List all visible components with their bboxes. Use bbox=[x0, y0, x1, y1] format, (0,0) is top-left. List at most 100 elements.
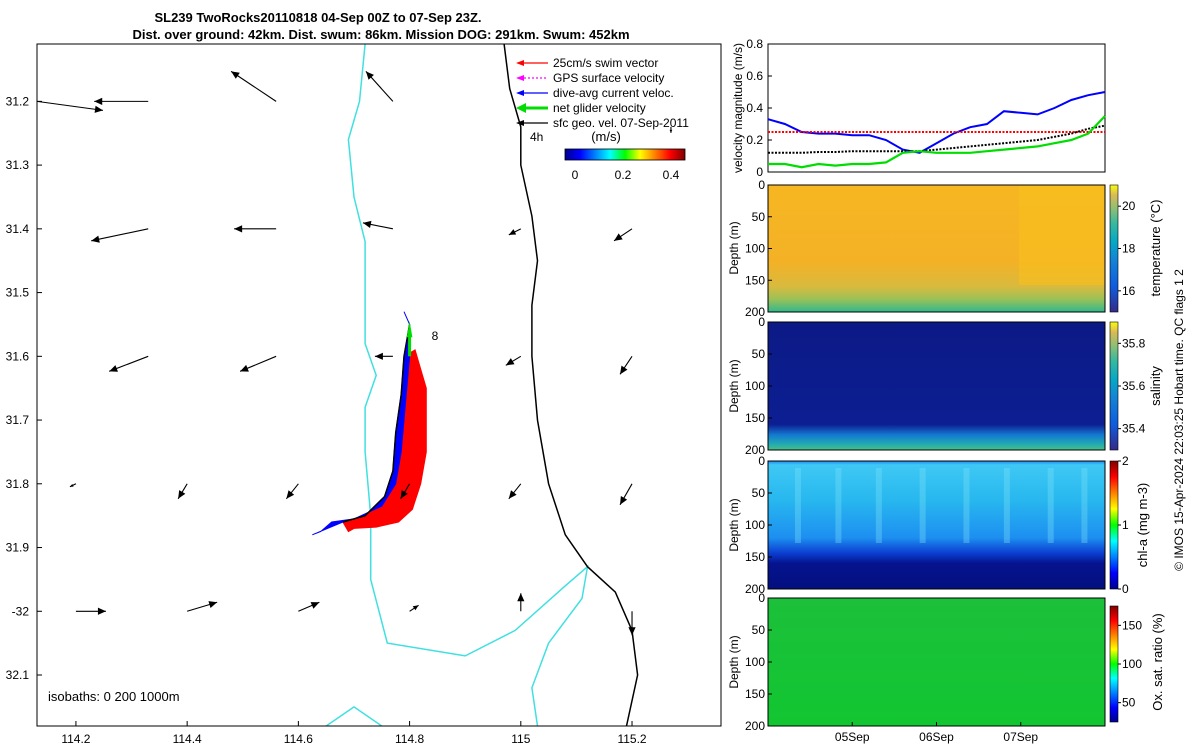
surface-vector bbox=[619, 356, 633, 375]
salinity-ylabel: Depth (m) bbox=[727, 359, 741, 412]
surface-vector bbox=[365, 70, 394, 102]
surface-vector bbox=[505, 355, 522, 366]
section-ytick-label: 0 bbox=[758, 178, 765, 192]
chl-streak bbox=[794, 468, 801, 543]
colorbar-unit-label: (m/s) bbox=[591, 129, 621, 144]
section-xtick-label: 06Sep bbox=[919, 730, 954, 744]
surface-vector bbox=[508, 228, 522, 236]
surface-vector-head bbox=[374, 352, 383, 360]
section-colorbar-tick-label: 100 bbox=[1122, 657, 1142, 671]
surface-vector bbox=[75, 607, 106, 615]
section-colorbar-tick-label: 2 bbox=[1122, 454, 1129, 468]
surface-vector-head bbox=[69, 483, 74, 487]
chl-streak bbox=[963, 468, 970, 543]
surface-vector-head bbox=[628, 627, 636, 636]
section-ytick-label: 100 bbox=[745, 518, 765, 532]
isobath-line-south bbox=[325, 705, 383, 726]
salinity-panel: Depth (m) salinity bbox=[727, 321, 1163, 451]
map-ytick-label: 31.3 bbox=[6, 158, 30, 172]
map-xtick-label: 115.2 bbox=[617, 732, 646, 746]
oxygen-ylabel: Depth (m) bbox=[727, 635, 741, 688]
section-ytick-label: 0 bbox=[758, 454, 765, 468]
surface-vector-head bbox=[231, 71, 240, 79]
surface-vector-shaft bbox=[91, 228, 149, 242]
map-colorbar-ticks: 0 0.2 0.4 bbox=[572, 168, 680, 182]
map-colorbar-tick-label: 0.2 bbox=[615, 168, 632, 182]
surface-vector bbox=[234, 225, 277, 233]
map-ytick-label: 31.2 bbox=[6, 94, 30, 108]
velocity-ytick-label: 0 bbox=[756, 165, 763, 179]
oxygen-panel: Depth (m) Ox. sat. ratio (%) bbox=[727, 597, 1165, 727]
coastline bbox=[503, 44, 639, 726]
velocity-ytick-label: 0.8 bbox=[746, 37, 763, 51]
glider-track bbox=[342, 324, 411, 523]
map-ytick-label: -32 bbox=[12, 604, 30, 618]
surface-vector-shaft bbox=[37, 100, 104, 111]
map-xtick-label: 114.8 bbox=[395, 732, 424, 746]
surface-vector-head bbox=[620, 496, 628, 505]
surface-vector bbox=[628, 611, 636, 636]
surface-vector bbox=[508, 483, 522, 500]
section-ytick-label: 100 bbox=[745, 379, 765, 393]
legend-gps-label: GPS surface velocity bbox=[553, 71, 664, 85]
section-colorbar-tick-label: 20 bbox=[1122, 199, 1136, 213]
section-ytick-label: 200 bbox=[745, 582, 765, 596]
figure-title-line2: Dist. over ground: 42km. Dist. swum: 86k… bbox=[132, 27, 629, 42]
velocity-series-line bbox=[767, 91, 1106, 154]
surface-vector-head bbox=[614, 233, 623, 241]
surface-vector bbox=[613, 228, 633, 242]
surface-vector-head bbox=[505, 358, 515, 366]
map-xtick-label: 114.2 bbox=[61, 732, 90, 746]
velocity-ytick-label: 0.2 bbox=[746, 133, 763, 147]
velocity-lines bbox=[767, 91, 1106, 169]
map-ytick-label: 31.7 bbox=[6, 413, 30, 427]
map-xtick-label: 114.4 bbox=[173, 732, 202, 746]
surface-vector-shaft bbox=[230, 70, 277, 102]
legend-sfc-arrowhead bbox=[516, 120, 524, 126]
section-colorbar-tick-label: 50 bbox=[1122, 696, 1136, 710]
map-ytick-label: 31.4 bbox=[6, 222, 30, 236]
map-layers bbox=[37, 44, 673, 726]
chl-streaks bbox=[794, 468, 1088, 543]
surface-vector bbox=[669, 126, 673, 133]
map-frame bbox=[36, 43, 722, 727]
surface-vector bbox=[285, 483, 299, 500]
chl-streak bbox=[875, 468, 882, 543]
surface-vector-head bbox=[109, 365, 118, 372]
map-xtick-label: 115 bbox=[511, 732, 530, 746]
velocity-series-line bbox=[768, 124, 1106, 154]
section-colorbar-tick-label: 35.6 bbox=[1122, 379, 1146, 393]
section-colorbar-tick-label: 150 bbox=[1122, 618, 1142, 632]
surface-vector-head bbox=[400, 490, 408, 499]
section-ytick-label: 50 bbox=[752, 347, 766, 361]
chl-cblabel: chl-a (mg m-3) bbox=[1135, 483, 1150, 568]
temperature-ylabel: Depth (m) bbox=[727, 221, 741, 274]
surface-vector-head bbox=[669, 129, 673, 133]
surface-vector-head bbox=[94, 97, 103, 105]
temperature-cblabel: temperature (°C) bbox=[1148, 200, 1163, 297]
section-xtick-label: 05Sep bbox=[835, 730, 870, 744]
map-ytick-label: 32.1 bbox=[6, 668, 30, 682]
temperature-warm-patch bbox=[1019, 185, 1105, 285]
surface-vector bbox=[400, 483, 411, 500]
surface-vector-head bbox=[97, 607, 106, 615]
section-ytick-label: 0 bbox=[758, 315, 765, 329]
chl-section bbox=[768, 461, 1105, 589]
surface-vector bbox=[374, 352, 393, 360]
chl-streak bbox=[1003, 468, 1010, 543]
surface-vector-head bbox=[234, 225, 243, 233]
surface-vector bbox=[94, 97, 149, 105]
section-ytick-label: 100 bbox=[745, 655, 765, 669]
map-background bbox=[37, 44, 721, 726]
section-ytick-label: 200 bbox=[745, 443, 765, 457]
oxygen-colorbar bbox=[1109, 605, 1119, 723]
map-ytick-label: 31.9 bbox=[6, 541, 30, 555]
map-colorbar-tick-label: 0.4 bbox=[663, 168, 680, 182]
map-ytick-label: 31.5 bbox=[6, 286, 30, 300]
velocity-panel: 0 0.2 0.4 0.6 0.8 velocity magnitude (m/s) bbox=[731, 37, 1106, 179]
surface-vector-head bbox=[517, 593, 525, 602]
surface-vector-head bbox=[362, 220, 372, 228]
surface-vector bbox=[177, 483, 188, 500]
surface-vector bbox=[69, 483, 77, 488]
